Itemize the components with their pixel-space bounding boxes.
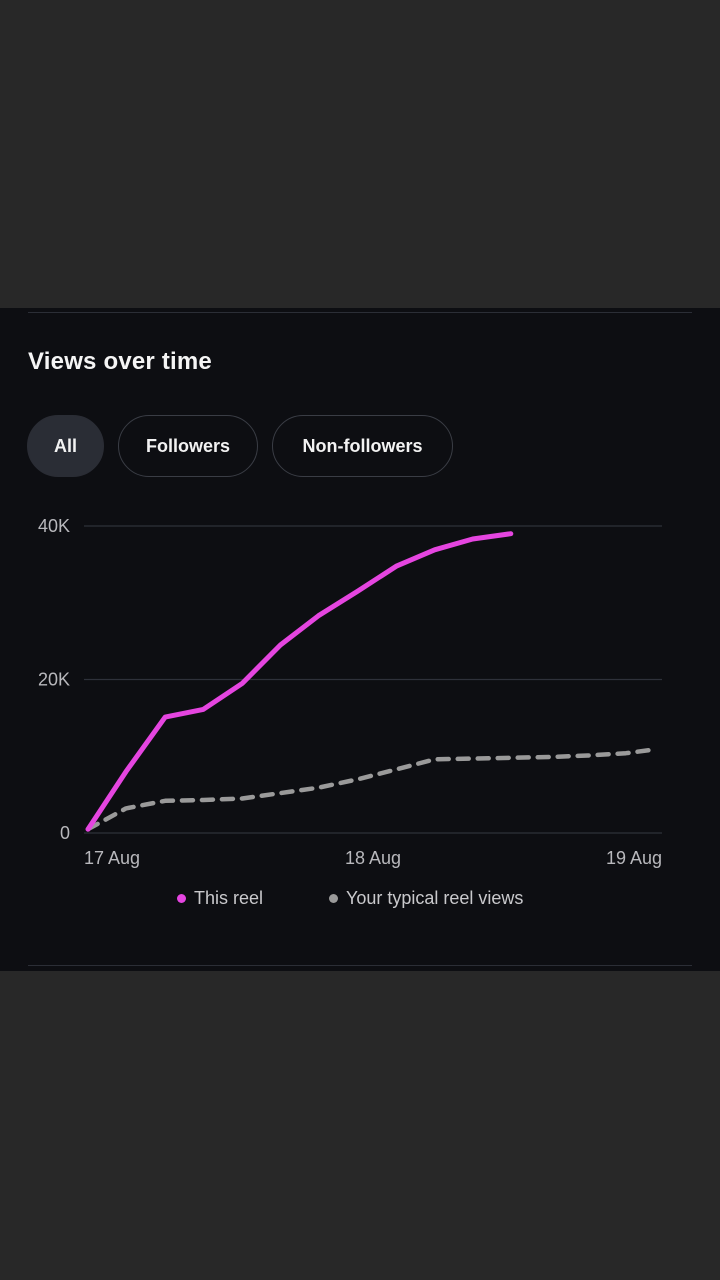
y-tick-label: 0: [60, 823, 70, 843]
series-line-typical-views: [85, 747, 652, 832]
x-tick-labels: 17 Aug 18 Aug 19 Aug: [84, 848, 662, 868]
legend-label-typical-views: Your typical reel views: [346, 888, 524, 908]
views-line-chart: 0 20K 40K 17 Aug 18 Aug 19 Aug: [38, 516, 662, 868]
x-tick-label: 18 Aug: [345, 848, 401, 868]
legend-dot-this-reel: [177, 894, 186, 903]
series-line-this-reel: [85, 531, 514, 832]
filter-non-followers-chip[interactable]: Non-followers: [272, 415, 453, 477]
chart-legend: This reel Your typical reel views: [0, 888, 720, 914]
y-tick-label: 40K: [38, 516, 70, 536]
x-tick-label: 19 Aug: [606, 848, 662, 868]
legend-dot-typical-views: [329, 894, 338, 903]
section-title: Views over time: [28, 348, 212, 375]
x-tick-label: 17 Aug: [84, 848, 140, 868]
top-divider: [28, 312, 692, 313]
views-over-time-panel: Views over time All Followers Non-follow…: [0, 308, 720, 971]
bottom-divider: [28, 965, 692, 966]
legend-label-this-reel: This reel: [194, 888, 264, 908]
filter-followers-chip[interactable]: Followers: [118, 415, 258, 477]
series-lines: [85, 531, 652, 832]
filter-all-chip[interactable]: All: [27, 415, 104, 477]
y-tick-label: 20K: [38, 670, 70, 690]
legend-item-this-reel: This reel: [177, 888, 263, 909]
legend-item-typical-views: Your typical reel views: [329, 888, 523, 909]
y-tick-labels: 0 20K 40K: [38, 516, 70, 843]
grid-lines: [84, 525, 662, 834]
